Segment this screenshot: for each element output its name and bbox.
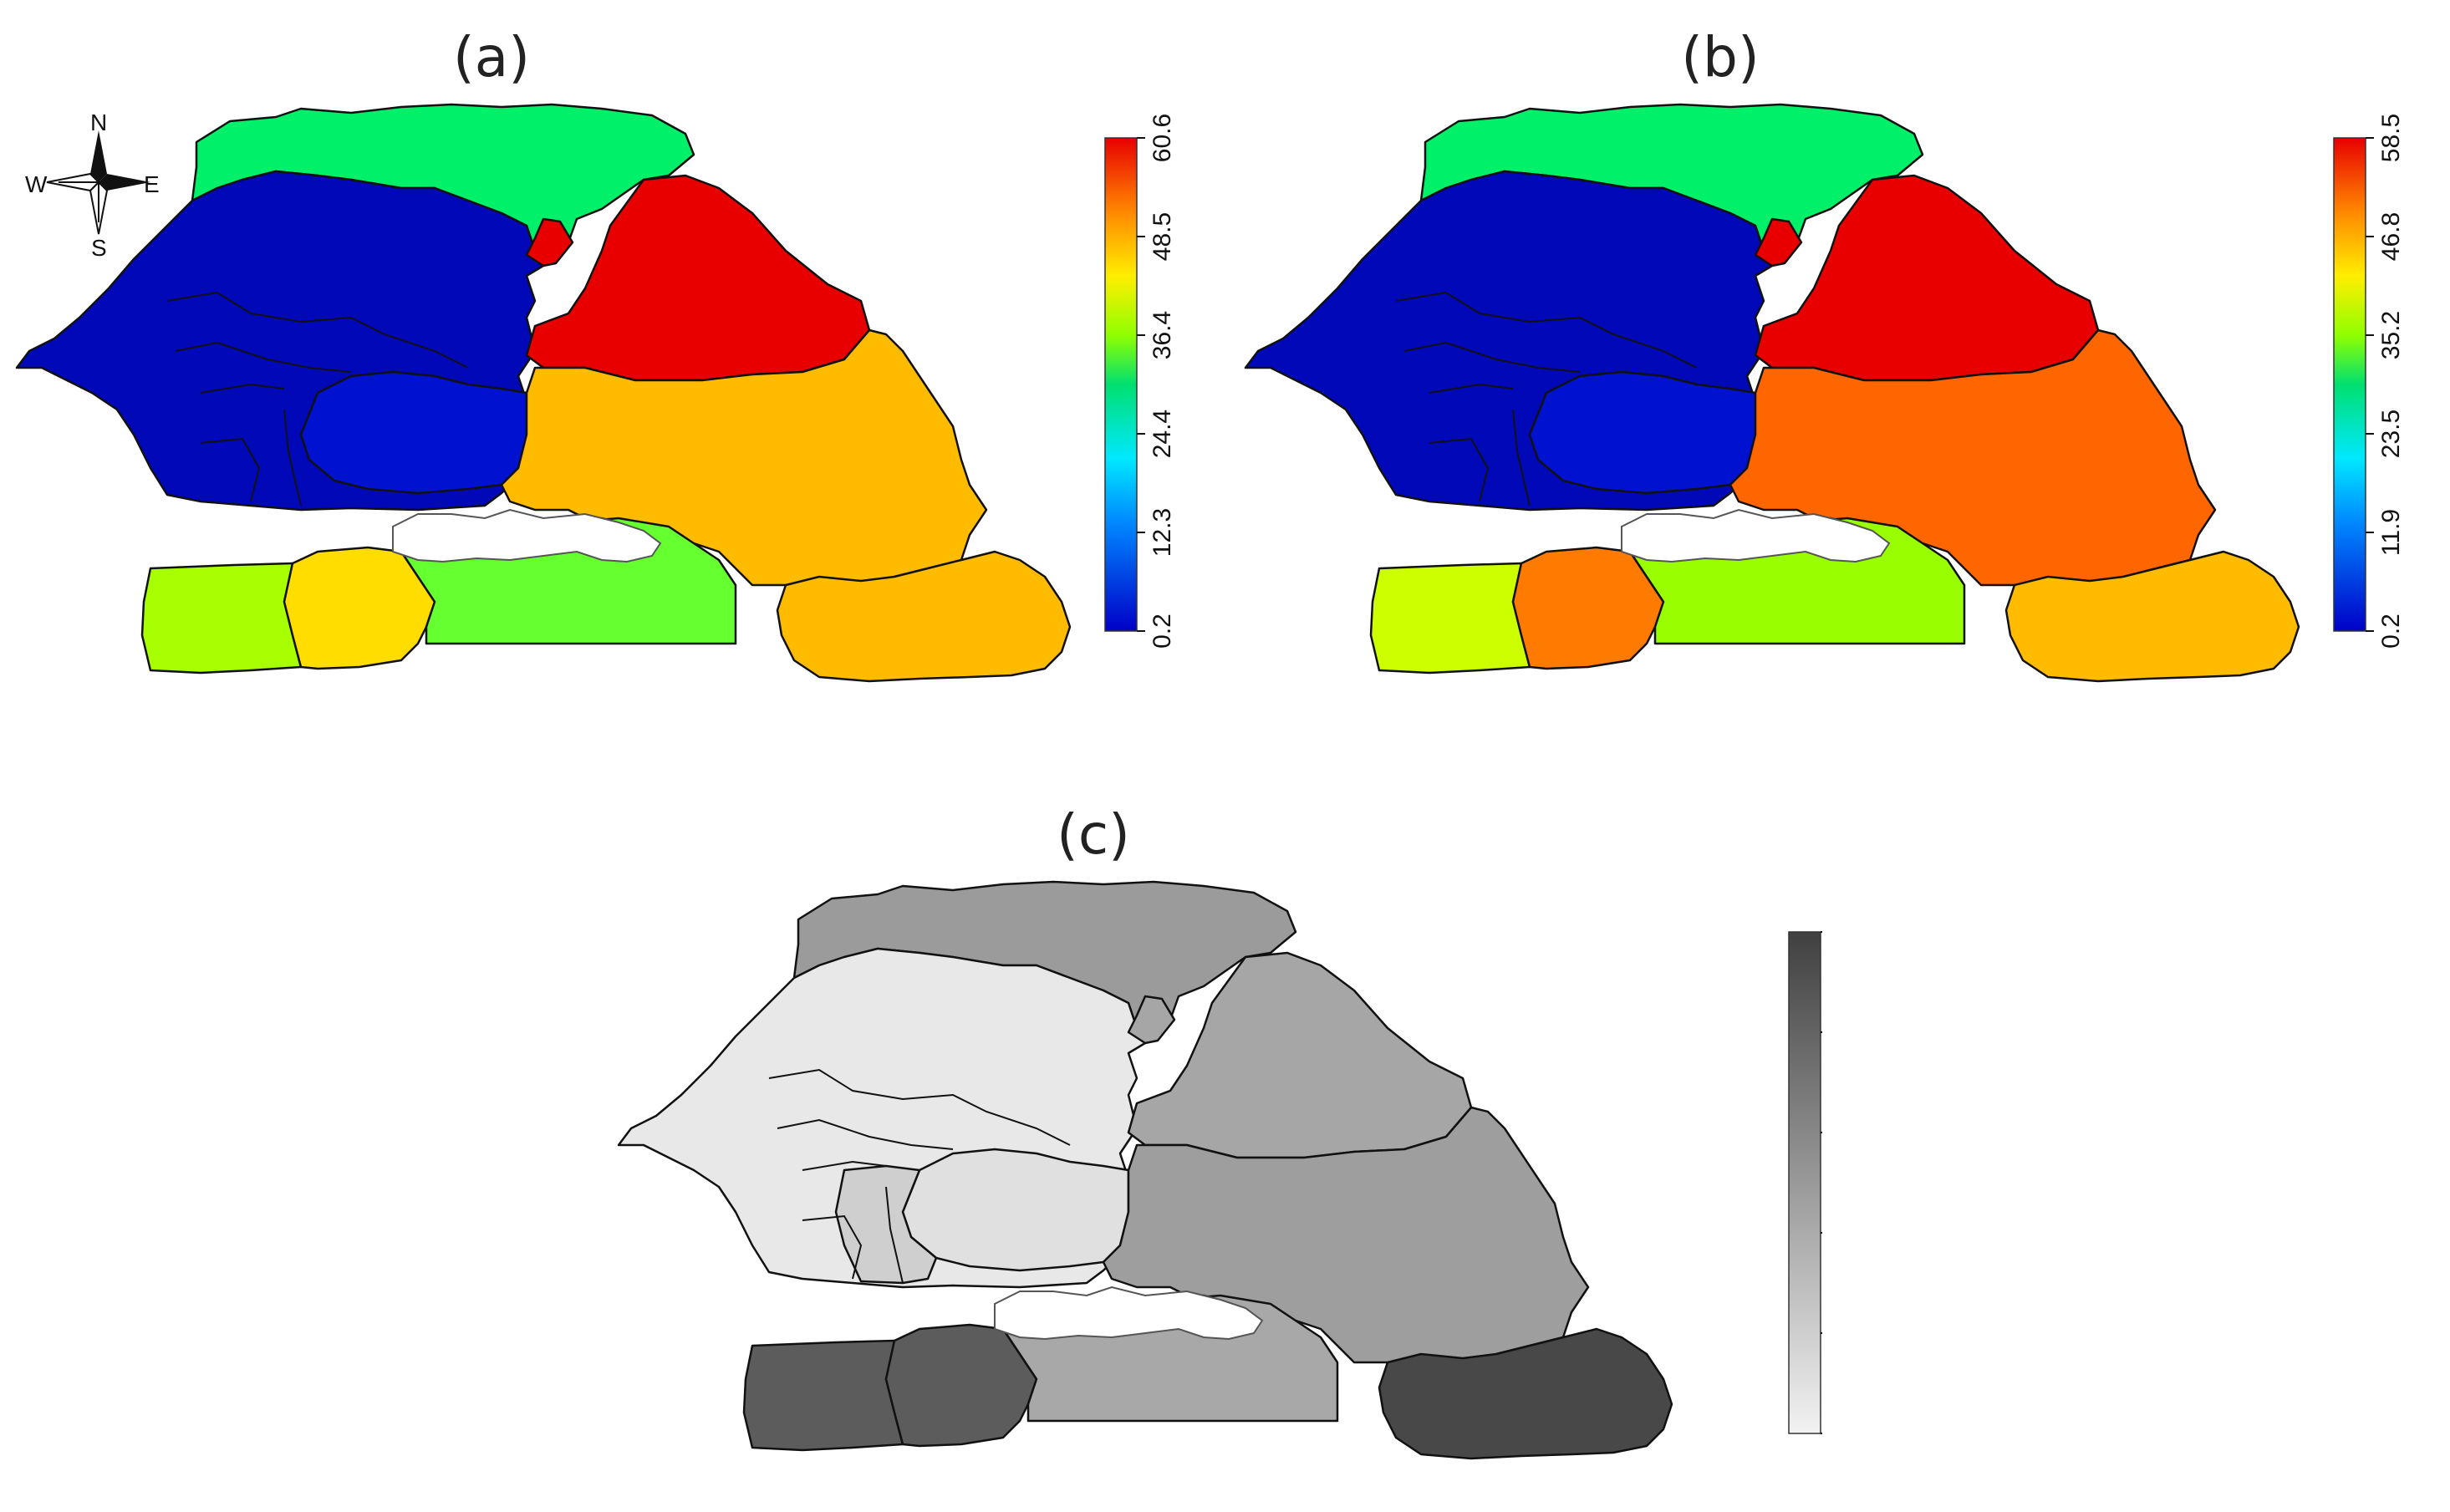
gambia-gap bbox=[1621, 508, 1891, 563]
panel-label-a: (a) bbox=[453, 25, 530, 89]
colorbar-tick-label: 0.2 bbox=[1149, 613, 1176, 649]
region-center-small bbox=[901, 1148, 1130, 1272]
senegal-map-a: N S E W 0.2 12.3 24.4 36.4 48.5 60.6 bbox=[15, 103, 1176, 683]
regions-b bbox=[1244, 103, 2300, 683]
district-boundary bbox=[200, 383, 285, 394]
region-south-west bbox=[742, 1339, 904, 1452]
region-center-small bbox=[299, 370, 528, 495]
region-south-east bbox=[776, 550, 1072, 683]
senegal-map-b: 0.2 11.9 23.5 35.2 46.8 58.5 bbox=[1244, 103, 2405, 683]
panel-label-b: (b) bbox=[1681, 25, 1760, 89]
region-west-inner bbox=[834, 1164, 938, 1285]
district-boundary bbox=[200, 437, 261, 502]
district-boundary bbox=[283, 409, 302, 507]
gambia-gap bbox=[994, 1285, 1264, 1341]
district-boundary bbox=[166, 291, 469, 369]
colorbar-tick-label: 24.4 bbox=[1149, 410, 1176, 458]
district-boundary bbox=[802, 1160, 887, 1171]
compass-e: E bbox=[144, 171, 160, 197]
district-boundary bbox=[768, 1068, 1071, 1146]
district-boundary bbox=[1512, 409, 1531, 507]
colorbar-tick-label: 11.9 bbox=[2377, 509, 2405, 556]
colorbar-tick-label: 35.2 bbox=[2377, 311, 2405, 359]
panel-label-c: (c) bbox=[1057, 802, 1130, 867]
colorbar-tick-label: 60.6 bbox=[1149, 114, 1176, 162]
region-south-west bbox=[1369, 562, 1531, 675]
district-boundary bbox=[777, 1118, 954, 1150]
colorbar-tick-label: 48.5 bbox=[1149, 212, 1176, 261]
district-boundary bbox=[1403, 341, 1581, 373]
gambia-gap bbox=[392, 508, 662, 563]
district-boundary bbox=[1395, 291, 1698, 369]
region-center-small bbox=[1528, 370, 1757, 495]
colorbar bbox=[1788, 931, 1821, 1434]
region-south-mid bbox=[283, 546, 436, 670]
region-south-east bbox=[2004, 550, 2300, 683]
region-south-west bbox=[140, 562, 303, 675]
colorbar-tick-label: 36.4 bbox=[1149, 311, 1176, 359]
regions-a bbox=[15, 103, 1072, 683]
region-east-enclave bbox=[525, 217, 574, 267]
map-panel-b: (b) 0.2 11.9 23.5 35.2 46.8 58.5 bbox=[1229, 0, 2450, 727]
colorbar-tick-label: 23.5 bbox=[2377, 410, 2405, 458]
colorbar bbox=[2333, 137, 2366, 632]
colorbar-tick-label: 0.2 bbox=[2377, 613, 2405, 649]
region-south-mid bbox=[884, 1323, 1038, 1448]
map-panel-c: (c) 00.40.81.21.62 bbox=[602, 777, 1822, 1504]
senegal-map-c: 00.40.81.21.62 bbox=[617, 880, 1822, 1460]
region-east-enclave bbox=[1127, 995, 1176, 1045]
compass-n: N bbox=[90, 109, 107, 135]
region-east-enclave bbox=[1754, 217, 1803, 267]
district-boundary bbox=[885, 1186, 904, 1284]
region-south-east bbox=[1378, 1327, 1673, 1460]
district-boundary bbox=[1429, 383, 1514, 394]
regions-c bbox=[617, 880, 1673, 1460]
colorbar-tick-label: 12.3 bbox=[1149, 508, 1176, 557]
compass-s: S bbox=[91, 235, 107, 261]
map-panel-a: (a) N S E W 0.2 12.3 24.4 36.4 48.5 60.6 bbox=[0, 0, 1220, 727]
colorbar-tick-label: 46.8 bbox=[2377, 212, 2405, 261]
compass-w: W bbox=[25, 171, 48, 197]
region-south-mid bbox=[1511, 546, 1665, 670]
district-boundary bbox=[802, 1214, 863, 1280]
colorbar-tick-label: 58.5 bbox=[2377, 114, 2405, 162]
district-boundary bbox=[175, 341, 352, 373]
colorbar bbox=[1104, 137, 1138, 632]
compass-rose: N S E W bbox=[25, 109, 160, 261]
district-boundary bbox=[1429, 437, 1490, 502]
